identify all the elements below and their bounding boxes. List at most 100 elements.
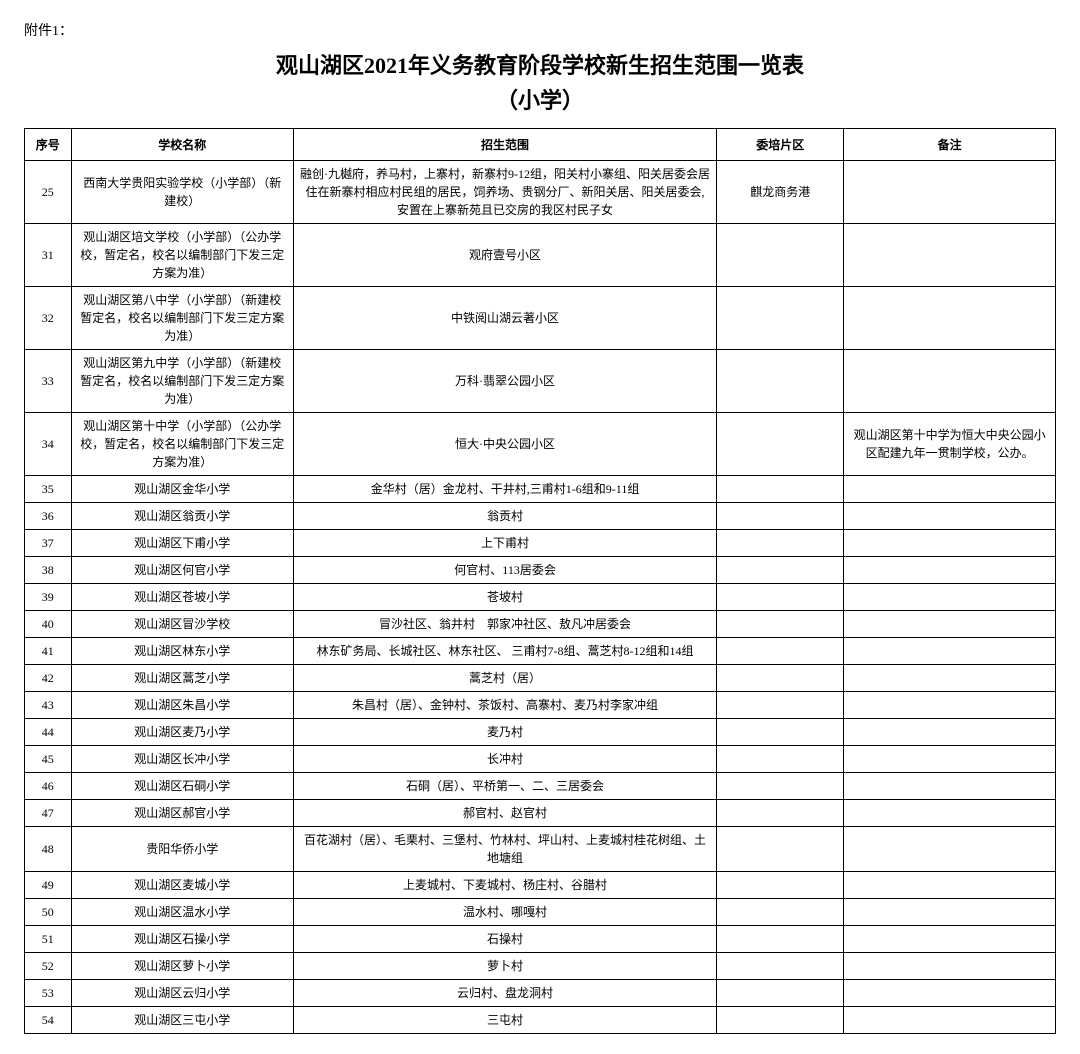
cell-zone [717,503,844,530]
table-row: 35观山湖区金华小学金华村（居）金龙村、干井村,三甫村1-6组和9-11组 [25,476,1056,503]
cell-idx: 36 [25,503,72,530]
col-header-note: 备注 [844,129,1056,161]
cell-note [844,557,1056,584]
cell-name: 观山湖区温水小学 [71,899,293,926]
cell-name: 观山湖区麦城小学 [71,872,293,899]
cell-zone [717,350,844,413]
cell-idx: 45 [25,746,72,773]
table-row: 42观山湖区蒿芝小学蒿芝村（居） [25,665,1056,692]
cell-idx: 33 [25,350,72,413]
table-row: 32观山湖区第八中学（小学部）（新建校暂定名，校名以编制部门下发三定方案为准）中… [25,287,1056,350]
table-row: 34观山湖区第十中学（小学部）（公办学校，暂定名，校名以编制部门下发三定方案为准… [25,413,1056,476]
cell-name: 观山湖区下甫小学 [71,530,293,557]
cell-zone [717,287,844,350]
cell-note [844,899,1056,926]
cell-range: 恒大·中央公园小区 [293,413,716,476]
cell-note [844,224,1056,287]
cell-name: 观山湖区林东小学 [71,638,293,665]
cell-name: 观山湖区云归小学 [71,980,293,1007]
table-row: 38观山湖区何官小学何官村、113居委会 [25,557,1056,584]
cell-note [844,503,1056,530]
table-row: 25西南大学贵阳实验学校（小学部）（新建校）融创·九樾府，养马村，上寨村，新寨村… [25,161,1056,224]
cell-name: 观山湖区培文学校（小学部）（公办学校，暂定名，校名以编制部门下发三定方案为准） [71,224,293,287]
cell-range: 石操村 [293,926,716,953]
table-row: 50观山湖区温水小学温水村、哪嘎村 [25,899,1056,926]
cell-note [844,530,1056,557]
cell-zone [717,872,844,899]
cell-name: 西南大学贵阳实验学校（小学部）（新建校） [71,161,293,224]
cell-name: 观山湖区第十中学（小学部）（公办学校，暂定名，校名以编制部门下发三定方案为准） [71,413,293,476]
cell-note: 观山湖区第十中学为恒大中央公园小区配建九年一贯制学校，公办。 [844,413,1056,476]
table-row: 48贵阳华侨小学百花湖村（居）、毛栗村、三堡村、竹林村、坪山村、上麦城村桂花树组… [25,827,1056,872]
cell-name: 观山湖区第八中学（小学部）（新建校暂定名，校名以编制部门下发三定方案为准） [71,287,293,350]
cell-name: 观山湖区萝卜小学 [71,953,293,980]
cell-idx: 31 [25,224,72,287]
cell-note [844,872,1056,899]
table-row: 33观山湖区第九中学（小学部）（新建校暂定名，校名以编制部门下发三定方案为准）万… [25,350,1056,413]
cell-range: 石硐（居）、平桥第一、二、三居委会 [293,773,716,800]
cell-range: 上下甫村 [293,530,716,557]
cell-note [844,584,1056,611]
table-row: 47观山湖区郝官小学郝官村、赵官村 [25,800,1056,827]
cell-note [844,980,1056,1007]
cell-name: 观山湖区蒿芝小学 [71,665,293,692]
cell-idx: 37 [25,530,72,557]
cell-zone [717,692,844,719]
table-row: 51观山湖区石操小学石操村 [25,926,1056,953]
cell-range: 蒿芝村（居） [293,665,716,692]
cell-range: 上麦城村、下麦城村、杨庄村、谷腊村 [293,872,716,899]
cell-zone [717,665,844,692]
table-row: 45观山湖区长冲小学长冲村 [25,746,1056,773]
cell-zone [717,773,844,800]
cell-idx: 38 [25,557,72,584]
title-line-2: （小学） [496,88,584,113]
cell-idx: 46 [25,773,72,800]
cell-idx: 49 [25,872,72,899]
cell-name: 观山湖区朱昌小学 [71,692,293,719]
cell-idx: 42 [25,665,72,692]
cell-range: 何官村、113居委会 [293,557,716,584]
cell-zone [717,827,844,872]
cell-idx: 35 [25,476,72,503]
cell-range: 金华村（居）金龙村、干井村,三甫村1-6组和9-11组 [293,476,716,503]
cell-name: 观山湖区金华小学 [71,476,293,503]
enrollment-table: 序号 学校名称 招生范围 委培片区 备注 25西南大学贵阳实验学校（小学部）（新… [24,128,1056,1034]
cell-note [844,800,1056,827]
attachment-label: 附件1： [24,20,1056,40]
cell-note [844,719,1056,746]
cell-zone [717,413,844,476]
cell-note [844,665,1056,692]
cell-range: 郝官村、赵官村 [293,800,716,827]
cell-idx: 43 [25,692,72,719]
cell-zone [717,746,844,773]
table-row: 46观山湖区石硐小学石硐（居）、平桥第一、二、三居委会 [25,773,1056,800]
cell-idx: 41 [25,638,72,665]
cell-idx: 40 [25,611,72,638]
cell-range: 朱昌村（居）、金钟村、茶饭村、高寨村、麦乃村李家冲组 [293,692,716,719]
cell-idx: 34 [25,413,72,476]
cell-name: 观山湖区麦乃小学 [71,719,293,746]
table-row: 31观山湖区培文学校（小学部）（公办学校，暂定名，校名以编制部门下发三定方案为准… [25,224,1056,287]
cell-range: 林东矿务局、长城社区、林东社区、 三甫村7-8组、蒿芝村8-12组和14组 [293,638,716,665]
cell-name: 观山湖区郝官小学 [71,800,293,827]
cell-range: 苍坡村 [293,584,716,611]
cell-zone: 麒龙商务港 [717,161,844,224]
cell-idx: 50 [25,899,72,926]
cell-note [844,287,1056,350]
table-row: 36观山湖区翁贡小学翁贡村 [25,503,1056,530]
table-row: 44观山湖区麦乃小学麦乃村 [25,719,1056,746]
table-row: 41观山湖区林东小学林东矿务局、长城社区、林东社区、 三甫村7-8组、蒿芝村8-… [25,638,1056,665]
table-row: 52观山湖区萝卜小学萝卜村 [25,953,1056,980]
cell-range: 温水村、哪嘎村 [293,899,716,926]
table-row: 40观山湖区冒沙学校冒沙社区、翁井村 郭家冲社区、敖凡冲居委会 [25,611,1056,638]
cell-zone [717,638,844,665]
cell-note [844,350,1056,413]
cell-zone [717,530,844,557]
cell-idx: 52 [25,953,72,980]
cell-note [844,611,1056,638]
cell-name: 贵阳华侨小学 [71,827,293,872]
cell-note [844,953,1056,980]
cell-idx: 39 [25,584,72,611]
cell-range: 万科·翡翠公园小区 [293,350,716,413]
cell-note [844,827,1056,872]
